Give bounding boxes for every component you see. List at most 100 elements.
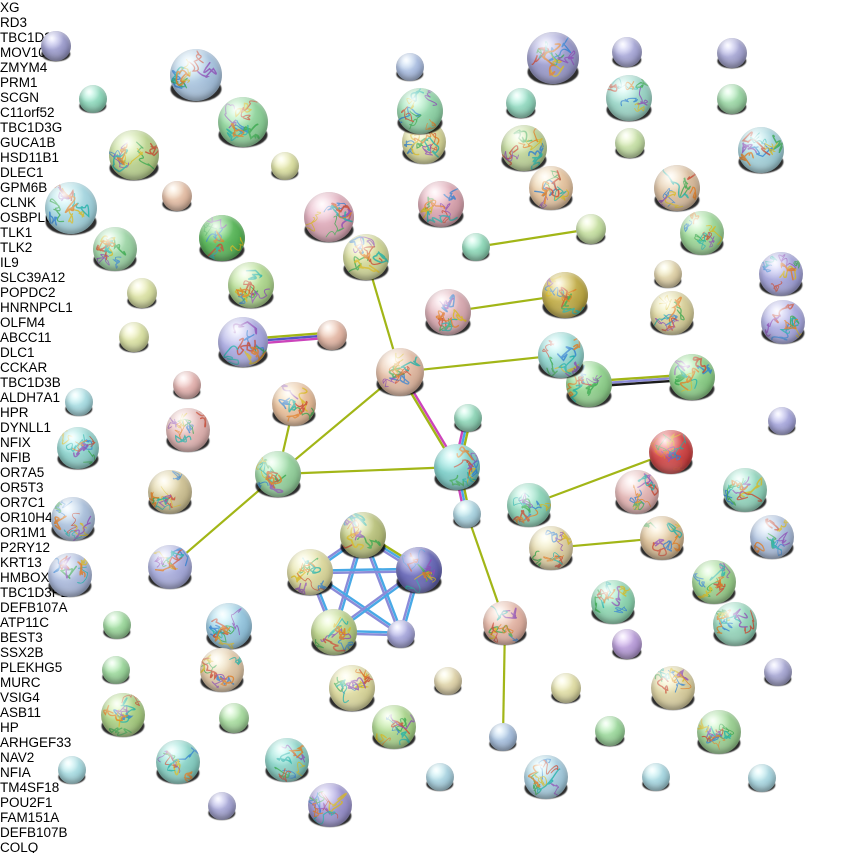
protein-node-tlk2[interactable] — [317, 320, 347, 351]
protein-node-dlec1[interactable] — [343, 234, 389, 281]
protein-node-scgn[interactable] — [45, 182, 97, 235]
protein-node-tlk1[interactable] — [218, 317, 268, 368]
edge-OR7A5-OR10H4[interactable] — [337, 553, 360, 614]
protein-node-best3[interactable] — [219, 703, 249, 734]
protein-node-pole[interactable] — [576, 214, 606, 245]
protein-node-nav2[interactable] — [524, 755, 568, 800]
protein-node-nfia[interactable] — [489, 723, 517, 752]
protein-node-pou2f1[interactable] — [483, 601, 527, 646]
protein-node-gpx6[interactable] — [717, 84, 747, 115]
protein-node-vsig4[interactable] — [265, 738, 309, 783]
protein-node-tbc1d3g[interactable] — [93, 227, 137, 272]
protein-node-hnrnpcl1[interactable] — [57, 427, 99, 470]
protein-node-or2t34[interactable] — [680, 211, 724, 256]
protein-node-or2t3[interactable] — [397, 88, 443, 135]
protein-node-itih5[interactable] — [612, 629, 642, 660]
protein-node-rbms2p1[interactable] — [761, 300, 805, 345]
protein-node-hpr[interactable] — [48, 553, 92, 598]
protein-node-ifit2[interactable] — [606, 75, 652, 122]
protein-node-clnk[interactable] — [228, 262, 274, 309]
protein-node-scrg1[interactable] — [654, 260, 682, 289]
edge-FAM3D-POLE[interactable] — [487, 229, 579, 247]
edge-ABCC11-OLFM4[interactable] — [281, 422, 291, 455]
edge-ABCC11-ALDH7A1[interactable] — [183, 486, 264, 556]
protein-node-tbc1d3f[interactable] — [615, 128, 645, 159]
protein-node-sh3rf1[interactable] — [640, 516, 684, 561]
edge-OR7C1-OR10H4[interactable] — [348, 579, 405, 623]
protein-node-dynll1[interactable] — [434, 444, 480, 491]
protein-node-krt20[interactable] — [649, 430, 693, 475]
edge-POU2F1-NFIA[interactable] — [502, 641, 506, 725]
protein-node-magea11[interactable] — [697, 710, 741, 755]
protein-node-igsf1[interactable] — [713, 602, 757, 647]
protein-node-gpm6b[interactable] — [127, 278, 157, 309]
protein-node-shroom3[interactable] — [529, 526, 573, 571]
protein-node-or5t3[interactable] — [287, 549, 333, 596]
edge-OR7C1-OR1M1[interactable] — [401, 588, 417, 624]
protein-node-ssx7[interactable] — [650, 291, 694, 336]
protein-node-kir2dl1[interactable] — [669, 354, 715, 401]
edge-TLK1-TLK2[interactable] — [264, 332, 320, 345]
edge-ZFHX3-STX1A[interactable] — [467, 296, 546, 311]
protein-node-tectb[interactable] — [506, 88, 536, 119]
protein-node-tbc1d3b[interactable] — [51, 497, 95, 542]
edge-DLEC1-DLC1[interactable] — [370, 275, 396, 353]
protein-node-popdc2[interactable] — [166, 408, 210, 453]
protein-node-atp11c[interactable] — [101, 693, 145, 738]
protein-node-mat1a[interactable] — [723, 468, 767, 513]
protein-node-hmbox1[interactable] — [200, 648, 244, 693]
protein-node-slc39a12[interactable] — [65, 388, 93, 417]
protein-node-or1m1[interactable] — [387, 620, 415, 649]
protein-node-rbms2[interactable] — [418, 181, 464, 228]
edge-OR5T3-OR1M1[interactable] — [324, 581, 393, 630]
protein-node-rd3[interactable] — [79, 85, 107, 114]
edge-ABCC11-DYNLL1[interactable] — [297, 466, 438, 475]
protein-node-ssx2b[interactable] — [156, 740, 200, 785]
edge-OR5T3-OR7C1[interactable] — [329, 567, 400, 575]
protein-node-hp[interactable] — [372, 705, 416, 750]
protein-node-spic[interactable] — [651, 666, 695, 711]
protein-node-kbtbd10[interactable] — [654, 165, 700, 212]
protein-node-ensg00000227156[interactable] — [717, 38, 747, 69]
protein-node-fam151a[interactable] — [551, 673, 581, 704]
protein-node-fam3d[interactable] — [462, 233, 490, 262]
protein-node-prm1[interactable] — [271, 152, 299, 181]
protein-node-arhgef33[interactable] — [426, 763, 454, 792]
protein-node-murc[interactable] — [208, 792, 236, 821]
protein-node-asb11[interactable] — [308, 783, 352, 828]
protein-node-xg[interactable] — [41, 31, 71, 62]
protein-node-zfhx3[interactable] — [425, 289, 471, 336]
edge-GPX7-KRT20[interactable] — [546, 457, 654, 500]
protein-node-tbc1d3p2[interactable] — [103, 611, 131, 640]
protein-node-hsd11b1[interactable] — [304, 192, 354, 243]
protein-node-cckar[interactable] — [148, 470, 192, 515]
protein-node-stx1a[interactable] — [542, 272, 588, 319]
edge-OR7A5-OR1M1[interactable] — [367, 552, 400, 624]
edge-SHROOM3-SH3RF1[interactable] — [569, 538, 644, 548]
protein-node-plcl2[interactable] — [768, 407, 796, 436]
edge-OR10H4-OR1M1[interactable] — [353, 630, 390, 637]
protein-node-il9[interactable] — [173, 371, 201, 400]
protein-node-abcc11[interactable] — [255, 451, 301, 498]
protein-node-tm4sf18[interactable] — [434, 667, 462, 696]
protein-node-tbc1d3c[interactable] — [759, 252, 803, 297]
protein-node-plekhg5[interactable] — [58, 756, 86, 785]
protein-node-dlc1[interactable] — [376, 348, 424, 397]
protein-node-tbc1d3[interactable] — [692, 560, 736, 605]
edge-DLC1-DYNLL1[interactable] — [408, 388, 449, 452]
protein-node-defb107a[interactable] — [102, 656, 130, 685]
protein-node-osbpl6[interactable] — [119, 322, 149, 353]
protein-node-col4a1[interactable] — [538, 332, 584, 379]
protein-node-mov10[interactable] — [218, 97, 268, 148]
protein-node-gpx7[interactable] — [507, 483, 551, 528]
protein-node-c11orf52[interactable] — [162, 181, 192, 212]
protein-node-nfib[interactable] — [453, 500, 481, 529]
protein-node-insc[interactable] — [738, 127, 784, 174]
protein-node-or7a5[interactable] — [340, 512, 386, 559]
protein-node-pcdh12[interactable] — [591, 580, 635, 625]
protein-node-lpxn[interactable] — [615, 470, 659, 515]
protein-node-defb107b[interactable] — [595, 716, 625, 747]
protein-node-atp8b4[interactable] — [529, 166, 573, 211]
edge-DLC1-COL4A1[interactable] — [420, 355, 542, 371]
